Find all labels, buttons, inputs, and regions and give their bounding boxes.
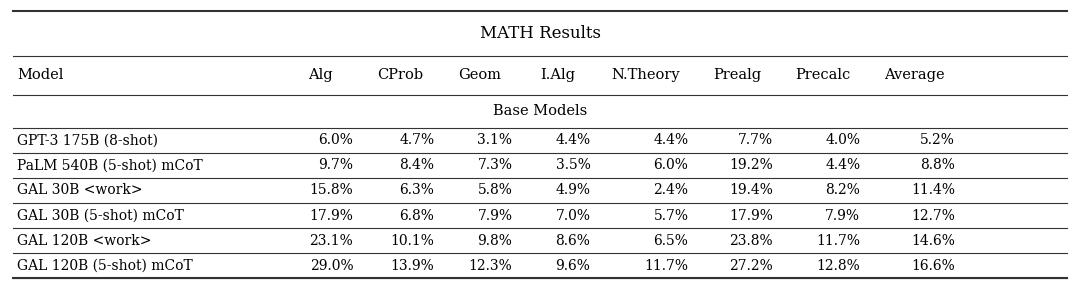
- Text: N.Theory: N.Theory: [611, 68, 680, 82]
- Text: 7.9%: 7.9%: [825, 209, 861, 223]
- Text: 4.7%: 4.7%: [400, 133, 434, 147]
- Text: 4.4%: 4.4%: [555, 133, 591, 147]
- Text: 8.6%: 8.6%: [555, 234, 591, 248]
- Text: 5.2%: 5.2%: [920, 133, 955, 147]
- Text: 17.9%: 17.9%: [729, 209, 773, 223]
- Text: 11.7%: 11.7%: [816, 234, 861, 248]
- Text: Alg: Alg: [309, 68, 333, 82]
- Text: GAL 120B (5-shot) mCoT: GAL 120B (5-shot) mCoT: [17, 259, 193, 273]
- Text: 9.7%: 9.7%: [319, 158, 353, 172]
- Text: GPT-3 175B (8-shot): GPT-3 175B (8-shot): [17, 133, 159, 147]
- Text: 7.3%: 7.3%: [477, 158, 512, 172]
- Text: 9.8%: 9.8%: [477, 234, 512, 248]
- Text: MATH Results: MATH Results: [480, 25, 600, 42]
- Text: 6.5%: 6.5%: [653, 234, 688, 248]
- Text: 8.8%: 8.8%: [920, 158, 955, 172]
- Text: 23.1%: 23.1%: [310, 234, 353, 248]
- Text: 6.3%: 6.3%: [400, 183, 434, 197]
- Text: GAL 30B <work>: GAL 30B <work>: [17, 183, 143, 197]
- Text: CProb: CProb: [377, 68, 423, 82]
- Text: Precalc: Precalc: [795, 68, 851, 82]
- Text: 12.8%: 12.8%: [816, 259, 861, 273]
- Text: 3.1%: 3.1%: [477, 133, 512, 147]
- Text: 15.8%: 15.8%: [310, 183, 353, 197]
- Text: 29.0%: 29.0%: [310, 259, 353, 273]
- Text: 7.9%: 7.9%: [477, 209, 512, 223]
- Text: 19.4%: 19.4%: [729, 183, 773, 197]
- Text: 8.4%: 8.4%: [400, 158, 434, 172]
- Text: 10.1%: 10.1%: [391, 234, 434, 248]
- Text: 4.0%: 4.0%: [825, 133, 861, 147]
- Text: 27.2%: 27.2%: [729, 259, 773, 273]
- Text: GAL 30B (5-shot) mCoT: GAL 30B (5-shot) mCoT: [17, 209, 185, 223]
- Text: 13.9%: 13.9%: [391, 259, 434, 273]
- Text: 14.6%: 14.6%: [912, 234, 955, 248]
- Text: 12.7%: 12.7%: [912, 209, 955, 223]
- Text: 3.5%: 3.5%: [555, 158, 591, 172]
- Text: Prealg: Prealg: [713, 68, 761, 82]
- Text: 5.8%: 5.8%: [477, 183, 512, 197]
- Text: 4.4%: 4.4%: [653, 133, 688, 147]
- Text: 23.8%: 23.8%: [729, 234, 773, 248]
- Text: 5.7%: 5.7%: [653, 209, 688, 223]
- Text: GAL 120B <work>: GAL 120B <work>: [17, 234, 151, 248]
- Text: 11.7%: 11.7%: [645, 259, 688, 273]
- Text: 9.6%: 9.6%: [555, 259, 591, 273]
- Text: Base Models: Base Models: [492, 104, 588, 118]
- Text: 7.0%: 7.0%: [555, 209, 591, 223]
- Text: 4.9%: 4.9%: [555, 183, 591, 197]
- Text: 16.6%: 16.6%: [912, 259, 955, 273]
- Text: Model: Model: [17, 68, 64, 82]
- Text: PaLM 540B (5-shot) mCoT: PaLM 540B (5-shot) mCoT: [17, 158, 203, 172]
- Text: Geom: Geom: [458, 68, 501, 82]
- Text: 12.3%: 12.3%: [469, 259, 512, 273]
- Text: 2.4%: 2.4%: [653, 183, 688, 197]
- Text: Average: Average: [883, 68, 945, 82]
- Text: 17.9%: 17.9%: [309, 209, 353, 223]
- Text: 19.2%: 19.2%: [729, 158, 773, 172]
- Text: 6.8%: 6.8%: [400, 209, 434, 223]
- Text: 6.0%: 6.0%: [319, 133, 353, 147]
- Text: 11.4%: 11.4%: [912, 183, 955, 197]
- Text: 7.7%: 7.7%: [738, 133, 773, 147]
- Text: I.Alg: I.Alg: [540, 68, 576, 82]
- Text: 8.2%: 8.2%: [825, 183, 861, 197]
- Text: 6.0%: 6.0%: [653, 158, 688, 172]
- Text: 4.4%: 4.4%: [825, 158, 861, 172]
